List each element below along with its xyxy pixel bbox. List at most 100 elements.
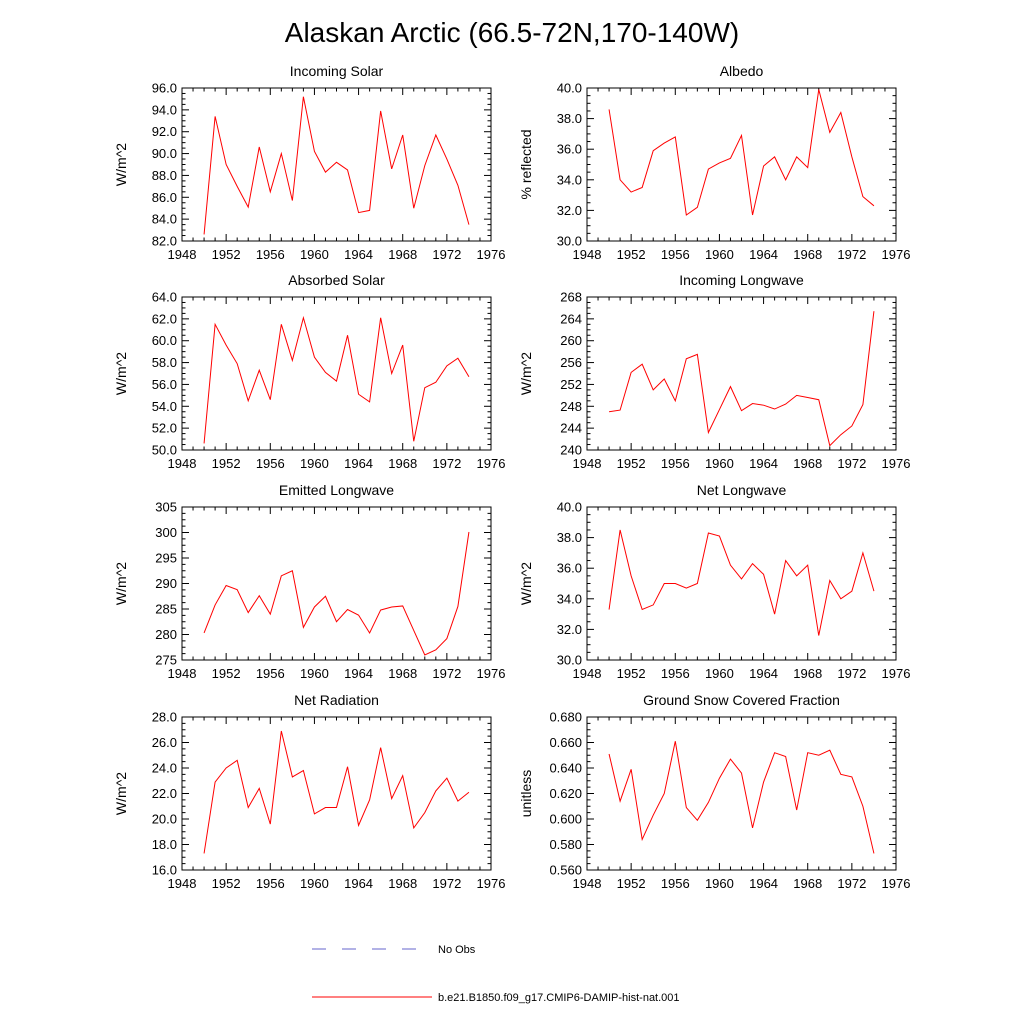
incoming-solar-ytick-label: 86.0 — [152, 190, 177, 205]
net-longwave-ytick-label: 34.0 — [557, 591, 582, 606]
albedo-xtick-label: 1968 — [793, 247, 822, 262]
incoming-longwave-xtick-label: 1948 — [573, 456, 602, 471]
emitted-longwave-xtick-label: 1948 — [168, 666, 197, 681]
absorbed-solar-ytick-label: 56.0 — [152, 377, 177, 392]
incoming-solar-ytick-label: 96.0 — [152, 81, 177, 96]
incoming-solar-xtick-label: 1952 — [212, 247, 241, 262]
incoming-longwave-xtick-label: 1964 — [749, 456, 778, 471]
panels: Incoming Solar W/m^2 1948 1952 1956 1960 1964 1… — [113, 63, 910, 891]
legend: No Obs b.e21.B1850.f09_g17.CMIP6-DAMIP-h… — [312, 944, 680, 1004]
emitted-longwave-ytick-label: 305 — [155, 500, 177, 515]
emitted-longwave-xtick-label: 1972 — [432, 666, 461, 681]
albedo-xtick-label: 1952 — [617, 247, 646, 262]
absorbed-solar-xtick-label: 1976 — [477, 456, 506, 471]
albedo-ytick-label: 34.0 — [557, 172, 582, 187]
emitted-longwave-xtick-label: 1964 — [344, 666, 373, 681]
ground-snow-covered-fraction-ylabel: unitless — [518, 770, 534, 817]
albedo-ytick-label: 38.0 — [557, 111, 582, 126]
net-radiation-frame — [181, 716, 492, 871]
net-longwave-ytick-label: 40.0 — [557, 500, 582, 515]
absorbed-solar-ytick-label: 64.0 — [152, 290, 177, 305]
emitted-longwave-ytick-label: 280 — [155, 627, 177, 642]
emitted-longwave-ylabel: W/m^2 — [113, 562, 129, 605]
absorbed-solar-xtick-label: 1956 — [256, 456, 285, 471]
panel-net-radiation: Net Radiation W/m^2 1948 1952 1956 1960 1964 19… — [113, 692, 505, 891]
incoming-longwave-frame — [586, 296, 897, 451]
net-radiation-ylabel: W/m^2 — [113, 772, 129, 815]
ground-snow-covered-fraction-ytick-label: 0.640 — [549, 761, 582, 776]
absorbed-solar-ytick-label: 58.0 — [152, 355, 177, 370]
ground-snow-covered-fraction-xtick-label: 1968 — [793, 876, 822, 891]
ground-snow-covered-fraction-ytick-label: 0.580 — [549, 837, 582, 852]
ground-snow-covered-fraction-ytick-label: 0.600 — [549, 812, 582, 827]
incoming-longwave-ytick-label: 268 — [560, 290, 582, 305]
net-longwave-series-line — [608, 529, 875, 636]
albedo-xtick-label: 1956 — [661, 247, 690, 262]
net-longwave-xtick-label: 1968 — [793, 666, 822, 681]
absorbed-solar-series-line — [203, 315, 470, 444]
net-longwave-xtick-label: 1952 — [617, 666, 646, 681]
emitted-longwave-ytick-label: 295 — [155, 551, 177, 566]
emitted-longwave-xtick-label: 1976 — [477, 666, 506, 681]
incoming-longwave-xtick-label: 1960 — [705, 456, 734, 471]
incoming-longwave-title: Incoming Longwave — [679, 272, 804, 288]
albedo-series-line — [608, 89, 875, 216]
absorbed-solar-ytick-label: 52.0 — [152, 421, 177, 436]
panel-absorbed-solar: Absorbed Solar W/m^2 1948 1952 1956 1960 1964 1… — [113, 272, 505, 471]
incoming-solar-title: Incoming Solar — [290, 63, 384, 79]
incoming-longwave-ytick-label: 264 — [560, 311, 582, 326]
net-longwave-xtick-label: 1972 — [837, 666, 866, 681]
incoming-solar-ytick-label: 90.0 — [152, 146, 177, 161]
absorbed-solar-xtick-label: 1964 — [344, 456, 373, 471]
emitted-longwave-series-line — [203, 531, 470, 656]
net-radiation-xtick-label: 1956 — [256, 876, 285, 891]
albedo-ylabel: % reflected — [518, 129, 534, 199]
ground-snow-covered-fraction-frame — [586, 716, 897, 871]
incoming-longwave-xtick-label: 1968 — [793, 456, 822, 471]
absorbed-solar-xtick-label: 1952 — [212, 456, 241, 471]
emitted-longwave-ytick-label: 290 — [155, 576, 177, 591]
net-radiation-series-line — [203, 730, 470, 854]
incoming-solar-ytick-label: 84.0 — [152, 212, 177, 227]
absorbed-solar-xtick-label: 1972 — [432, 456, 461, 471]
net-longwave-ytick-label: 30.0 — [557, 653, 582, 668]
absorbed-solar-ytick-label: 62.0 — [152, 311, 177, 326]
albedo-frame — [586, 87, 897, 242]
incoming-solar-xtick-label: 1964 — [344, 247, 373, 262]
emitted-longwave-ytick-label: 285 — [155, 602, 177, 617]
incoming-solar-ytick-label: 88.0 — [152, 168, 177, 183]
absorbed-solar-ylabel: W/m^2 — [113, 352, 129, 395]
net-radiation-title: Net Radiation — [294, 692, 379, 708]
incoming-longwave-series-line — [608, 311, 875, 447]
incoming-solar-xtick-label: 1976 — [477, 247, 506, 262]
ground-snow-covered-fraction-xtick-label: 1952 — [617, 876, 646, 891]
incoming-solar-xtick-label: 1948 — [168, 247, 197, 262]
albedo-xtick-label: 1960 — [705, 247, 734, 262]
albedo-ytick-label: 36.0 — [557, 142, 582, 157]
incoming-solar-ytick-label: 82.0 — [152, 234, 177, 249]
emitted-longwave-ytick-label: 300 — [155, 525, 177, 540]
incoming-longwave-ytick-label: 256 — [560, 355, 582, 370]
net-longwave-ytick-label: 32.0 — [557, 622, 582, 637]
net-radiation-ytick-label: 28.0 — [152, 710, 177, 725]
emitted-longwave-xtick-label: 1952 — [212, 666, 241, 681]
incoming-solar-xtick-label: 1968 — [388, 247, 417, 262]
incoming-longwave-ytick-label: 252 — [560, 377, 582, 392]
net-radiation-xtick-label: 1952 — [212, 876, 241, 891]
net-longwave-xtick-label: 1964 — [749, 666, 778, 681]
ground-snow-covered-fraction-xtick-label: 1956 — [661, 876, 690, 891]
emitted-longwave-title: Emitted Longwave — [279, 482, 394, 498]
incoming-longwave-ytick-label: 260 — [560, 333, 582, 348]
net-radiation-ytick-label: 16.0 — [152, 863, 177, 878]
absorbed-solar-xtick-label: 1968 — [388, 456, 417, 471]
net-longwave-ytick-label: 38.0 — [557, 530, 582, 545]
net-radiation-ytick-label: 22.0 — [152, 786, 177, 801]
emitted-longwave-frame — [181, 506, 492, 661]
ground-snow-covered-fraction-xtick-label: 1948 — [573, 876, 602, 891]
albedo-xtick-label: 1972 — [837, 247, 866, 262]
albedo-ytick-label: 32.0 — [557, 203, 582, 218]
panel-ground-snow-covered-fraction: Ground Snow Covered Fraction unitless 1948… — [518, 692, 910, 891]
absorbed-solar-title: Absorbed Solar — [288, 272, 385, 288]
panel-albedo: Albedo % reflected 1948 1952 1956 1960 1964 196… — [518, 63, 910, 262]
